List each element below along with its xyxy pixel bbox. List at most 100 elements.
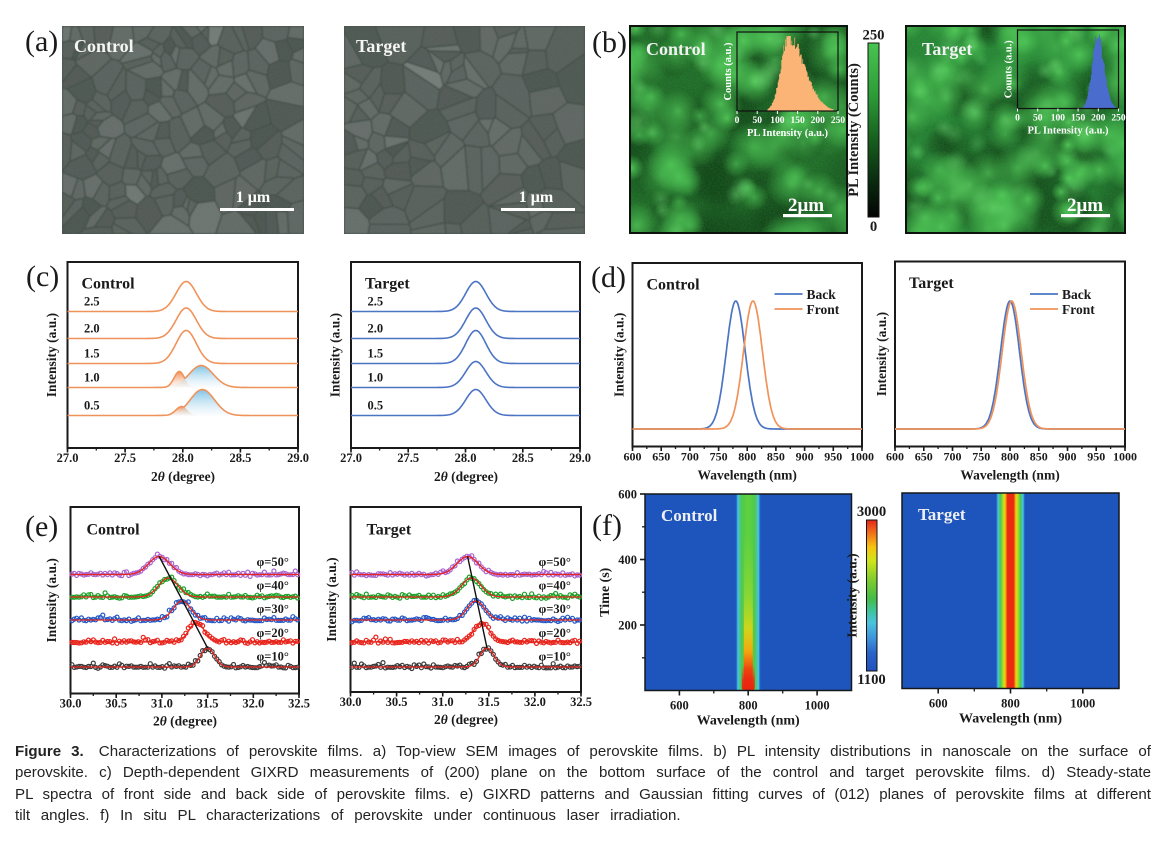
svg-text:200: 200 [811, 116, 826, 126]
svg-text:400: 400 [618, 553, 637, 567]
svg-text:800: 800 [738, 450, 756, 464]
svg-text:Control: Control [87, 522, 141, 539]
svg-text:2.5: 2.5 [84, 295, 100, 309]
svg-text:32.5: 32.5 [288, 697, 310, 711]
svg-text:PL Intensity (Counts): PL Intensity (Counts) [846, 63, 862, 197]
svg-text:Back: Back [807, 287, 837, 302]
svg-text:Back: Back [1062, 287, 1092, 302]
svg-text:32.5: 32.5 [570, 695, 592, 709]
svg-text:900: 900 [796, 450, 814, 464]
svg-text:0: 0 [735, 116, 740, 126]
svg-text:800: 800 [1001, 450, 1019, 464]
svg-text:Control: Control [74, 36, 134, 56]
svg-text:(e): (e) [25, 510, 58, 543]
svg-text:600: 600 [618, 488, 637, 502]
svg-text:1 μm: 1 μm [236, 189, 271, 206]
svg-text:28.5: 28.5 [512, 451, 534, 465]
svg-text:0.5: 0.5 [368, 399, 384, 413]
svg-text:700: 700 [944, 450, 962, 464]
svg-text:(f): (f) [592, 509, 622, 542]
svg-text:2θ (degree): 2θ (degree) [434, 712, 498, 727]
svg-text:Target: Target [922, 39, 972, 59]
svg-text:(b): (b) [592, 26, 627, 59]
svg-text:200: 200 [618, 619, 637, 633]
svg-text:31.0: 31.0 [151, 697, 173, 711]
svg-text:50: 50 [752, 116, 762, 126]
svg-text:Intensity (a.u.): Intensity (a.u.) [324, 557, 339, 641]
svg-text:1 μm: 1 μm [519, 189, 554, 206]
svg-text:700: 700 [681, 450, 699, 464]
svg-text:28.0: 28.0 [172, 451, 194, 465]
svg-text:Counts (a.u.): Counts (a.u.) [1003, 40, 1014, 99]
svg-text:Intensity (a.u.): Intensity (a.u.) [44, 313, 59, 397]
svg-text:Intensity (a.u.): Intensity (a.u.) [328, 313, 343, 397]
svg-text:2θ (degree): 2θ (degree) [151, 469, 215, 484]
svg-text:Control: Control [646, 39, 706, 59]
svg-text:φ=50°: φ=50° [539, 555, 571, 569]
svg-text:31.5: 31.5 [478, 695, 500, 709]
svg-text:29.0: 29.0 [287, 451, 309, 465]
svg-text:600: 600 [886, 450, 904, 464]
svg-text:Control: Control [82, 276, 136, 293]
svg-text:750: 750 [710, 450, 728, 464]
svg-text:28.5: 28.5 [229, 451, 251, 465]
svg-text:φ=10°: φ=10° [539, 650, 571, 664]
svg-text:Wavelength (nm): Wavelength (nm) [960, 468, 1059, 483]
svg-text:(a): (a) [25, 25, 58, 58]
svg-text:Wavelength (nm): Wavelength (nm) [959, 712, 1062, 727]
svg-text:27.0: 27.0 [340, 451, 362, 465]
svg-text:Wavelength (nm): Wavelength (nm) [697, 714, 800, 729]
svg-text:Intensity (a.u.): Intensity (a.u.) [44, 558, 59, 642]
svg-text:31.0: 31.0 [432, 695, 454, 709]
svg-text:150: 150 [1071, 114, 1086, 124]
svg-text:1.0: 1.0 [84, 371, 100, 385]
svg-text:30.5: 30.5 [386, 695, 408, 709]
svg-text:1.0: 1.0 [368, 371, 384, 385]
svg-text:Front: Front [807, 302, 840, 317]
svg-text:0: 0 [1015, 114, 1020, 124]
svg-text:32.0: 32.0 [242, 697, 264, 711]
svg-text:φ=20°: φ=20° [539, 626, 571, 640]
svg-text:100: 100 [770, 116, 785, 126]
svg-text:φ=30°: φ=30° [539, 602, 571, 616]
svg-text:1000: 1000 [850, 450, 874, 464]
svg-text:Intensity (a.u.): Intensity (a.u.) [874, 312, 889, 396]
svg-text:Counts (a.u.): Counts (a.u.) [723, 42, 734, 101]
svg-text:Control: Control [661, 506, 718, 525]
svg-text:200: 200 [1091, 114, 1106, 124]
svg-text:2.0: 2.0 [84, 322, 100, 336]
svg-text:Control: Control [647, 277, 701, 294]
svg-text:Front: Front [1062, 302, 1095, 317]
svg-text:28.0: 28.0 [455, 451, 477, 465]
svg-text:2.0: 2.0 [368, 322, 384, 336]
svg-text:φ=40°: φ=40° [257, 579, 289, 593]
svg-text:0: 0 [870, 219, 877, 235]
svg-text:950: 950 [824, 450, 842, 464]
svg-text:27.5: 27.5 [397, 451, 419, 465]
svg-text:30.0: 30.0 [340, 695, 362, 709]
svg-text:2θ (degree): 2θ (degree) [153, 714, 217, 729]
svg-text:PL Intensity (a.u.): PL Intensity (a.u.) [1027, 126, 1109, 137]
svg-text:Target: Target [909, 275, 954, 292]
svg-text:2.5: 2.5 [368, 295, 384, 309]
svg-text:PL Intensity (a.u.): PL Intensity (a.u.) [747, 128, 829, 139]
svg-text:Target: Target [365, 276, 410, 293]
svg-text:250: 250 [831, 116, 846, 126]
svg-text:2θ (degree): 2θ (degree) [434, 469, 498, 484]
svg-text:φ=40°: φ=40° [539, 579, 571, 593]
svg-text:φ=10°: φ=10° [257, 650, 289, 664]
svg-text:800: 800 [739, 699, 758, 713]
svg-text:29.0: 29.0 [569, 451, 591, 465]
svg-text:3000: 3000 [857, 504, 886, 520]
svg-text:30.5: 30.5 [105, 697, 127, 711]
svg-text:600: 600 [624, 450, 642, 464]
svg-text:30.0: 30.0 [60, 697, 82, 711]
svg-text:1000: 1000 [1070, 697, 1095, 711]
svg-text:600: 600 [670, 699, 689, 713]
svg-text:φ=30°: φ=30° [257, 602, 289, 616]
svg-text:(d): (d) [591, 261, 626, 294]
svg-text:250: 250 [862, 28, 884, 44]
svg-text:31.5: 31.5 [197, 697, 219, 711]
svg-text:Intensity (a.u.): Intensity (a.u.) [612, 313, 627, 397]
svg-text:Intensity (a.u.): Intensity (a.u.) [845, 553, 860, 637]
